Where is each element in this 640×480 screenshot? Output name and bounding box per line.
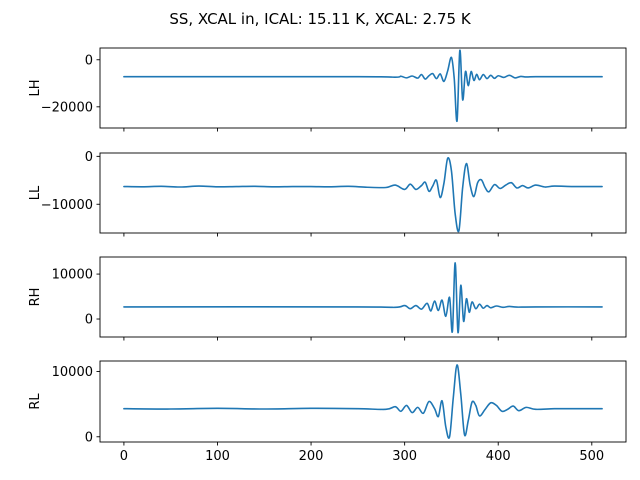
y-tick-label-ll-0: 0 bbox=[85, 150, 93, 165]
series-line-ll bbox=[123, 157, 603, 233]
series-line-rl bbox=[123, 364, 603, 439]
y-tick-label-lh-1: −20000 bbox=[41, 100, 93, 115]
figure-title: SS, XCAL in, ICAL: 15.11 K, XCAL: 2.75 K bbox=[169, 10, 472, 28]
axes-frame-rh bbox=[99, 256, 627, 338]
y-tick-label-rh-0: 0 bbox=[85, 313, 93, 328]
y-tick-label-rl-1: 10000 bbox=[52, 365, 93, 380]
y-axis-label-rh: RH bbox=[28, 288, 43, 307]
y-axis-label-lh: LH bbox=[28, 79, 43, 96]
subplot-rl: 0 100 200 300 400 500 0 10000 RL bbox=[28, 360, 627, 464]
x-tick-label-400: 400 bbox=[486, 449, 511, 464]
y-axis-label-rl: RL bbox=[28, 393, 43, 410]
y-tick-label-lh-0: 0 bbox=[85, 53, 93, 68]
x-tick-label-300: 300 bbox=[392, 449, 417, 464]
y-tick-label-ll-1: −10000 bbox=[41, 198, 93, 213]
y-tick-label-rh-1: 10000 bbox=[52, 268, 93, 283]
axes-frame-rl bbox=[99, 360, 627, 443]
y-tick-label-rl-0: 0 bbox=[85, 430, 93, 445]
x-tick-label-200: 200 bbox=[299, 449, 324, 464]
y-axis-label-ll: LL bbox=[28, 185, 43, 200]
axes-frame-ll bbox=[99, 152, 627, 234]
series-line-rh bbox=[123, 262, 603, 334]
subplot-rh: 0 10000 RH bbox=[28, 256, 627, 341]
axes-frame-lh bbox=[99, 47, 627, 129]
x-tick-label-500: 500 bbox=[579, 449, 604, 464]
x-tick-label-0: 0 bbox=[120, 449, 128, 464]
subplot-lh: 0 −20000 LH bbox=[28, 47, 627, 132]
series-line-lh bbox=[123, 49, 603, 122]
x-tick-label-100: 100 bbox=[205, 449, 230, 464]
